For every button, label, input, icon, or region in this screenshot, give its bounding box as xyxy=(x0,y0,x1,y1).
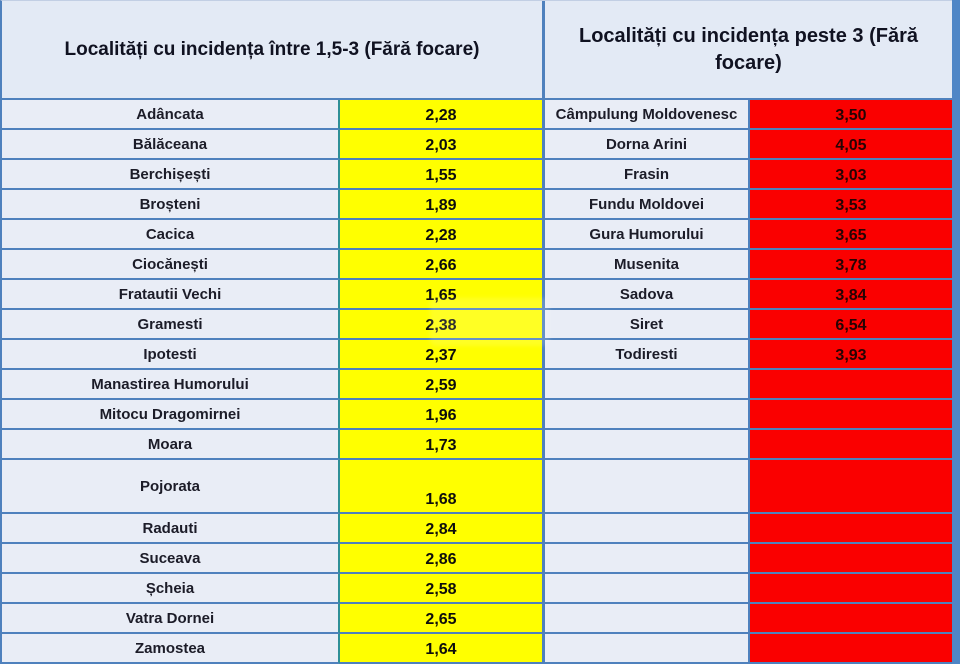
locality-name-cell: Ipotesti xyxy=(2,340,340,370)
incidence-value-cell: 3,93 xyxy=(750,340,952,370)
locality-name-cell xyxy=(545,604,750,634)
locality-name-cell xyxy=(545,574,750,604)
incidence-value-cell: 3,53 xyxy=(750,190,952,220)
incidence-value-cell: 3,50 xyxy=(750,100,952,130)
locality-name-cell: Fratautii Vechi xyxy=(2,280,340,310)
incidence-value-cell: 4,05 xyxy=(750,130,952,160)
locality-name-cell: Mitocu Dragomirnei xyxy=(2,400,340,430)
locality-name-cell: Gura Humorului xyxy=(545,220,750,250)
incidence-value-cell xyxy=(750,514,952,544)
locality-name-cell: Radauti xyxy=(2,514,340,544)
incidence-value-cell xyxy=(750,574,952,604)
locality-name-cell: Berchișești xyxy=(2,160,340,190)
locality-name-cell: Adâncata xyxy=(2,100,340,130)
incidence-value-cell: 1,55 xyxy=(340,160,545,190)
incidence-value-cell xyxy=(750,634,952,664)
incidence-value-cell xyxy=(750,604,952,634)
locality-name-cell: Siret xyxy=(545,310,750,340)
locality-name-cell: Vatra Dornei xyxy=(2,604,340,634)
locality-name-cell xyxy=(545,400,750,430)
locality-name-cell xyxy=(545,370,750,400)
incidence-value-cell xyxy=(750,460,952,514)
table-headers: Localități cu incidența între 1,5-3 (Făr… xyxy=(0,0,952,100)
incidence-value-cell: 2,58 xyxy=(340,574,545,604)
incidence-value-cell xyxy=(750,430,952,460)
incidence-value-cell: 2,86 xyxy=(340,544,545,574)
incidence-value-cell: 2,37 xyxy=(340,340,545,370)
right-table-header: Localități cu incidența peste 3 (Fără fo… xyxy=(545,1,952,100)
incidence-value-cell: 2,65 xyxy=(340,604,545,634)
incidence-value-cell: 1,65 xyxy=(340,280,545,310)
table-body: Adâncata 2,28 Câmpulung Moldovenesc 3,50… xyxy=(0,100,952,664)
locality-name-cell: Fundu Moldovei xyxy=(545,190,750,220)
incidence-value-cell: 1,73 xyxy=(340,430,545,460)
incidence-value-cell xyxy=(750,544,952,574)
incidence-value-cell: 6,54 xyxy=(750,310,952,340)
locality-name-cell: Bălăceana xyxy=(2,130,340,160)
locality-name-cell: Sadova xyxy=(545,280,750,310)
locality-name-cell: Musenita xyxy=(545,250,750,280)
right-edge-strip xyxy=(952,0,960,664)
locality-name-cell: Dorna Arini xyxy=(545,130,750,160)
locality-name-cell: Ciocănești xyxy=(2,250,340,280)
incidence-value-cell: 2,66 xyxy=(340,250,545,280)
locality-name-cell: Gramesti xyxy=(2,310,340,340)
locality-name-cell xyxy=(545,460,750,514)
incidence-value-cell: 2,38 xyxy=(340,310,545,340)
locality-name-cell: Manastirea Humorului xyxy=(2,370,340,400)
locality-name-cell: Pojorata xyxy=(2,460,340,514)
locality-name-cell xyxy=(545,514,750,544)
locality-name-cell: Moara xyxy=(2,430,340,460)
incidence-value-cell: 3,84 xyxy=(750,280,952,310)
incidence-value-cell xyxy=(750,400,952,430)
locality-name-cell xyxy=(545,544,750,574)
incidence-value-cell: 1,96 xyxy=(340,400,545,430)
incidence-value-cell: 1,64 xyxy=(340,634,545,664)
locality-name-cell: Șcheia xyxy=(2,574,340,604)
locality-name-cell: Broșteni xyxy=(2,190,340,220)
locality-name-cell xyxy=(545,430,750,460)
locality-name-cell: Suceava xyxy=(2,544,340,574)
incidence-value-cell: 3,78 xyxy=(750,250,952,280)
incidence-value-cell: 1,68 xyxy=(340,460,545,514)
incidence-value-cell: 3,03 xyxy=(750,160,952,190)
incidence-value-cell: 2,84 xyxy=(340,514,545,544)
locality-name-cell: Cacica xyxy=(2,220,340,250)
locality-name-cell xyxy=(545,634,750,664)
incidence-value-cell: 2,59 xyxy=(340,370,545,400)
locality-name-cell: Frasin xyxy=(545,160,750,190)
incidence-value-cell xyxy=(750,370,952,400)
incidence-value-cell: 1,89 xyxy=(340,190,545,220)
left-table-header: Localități cu incidența între 1,5-3 (Făr… xyxy=(2,1,545,100)
locality-name-cell: Câmpulung Moldovenesc xyxy=(545,100,750,130)
locality-name-cell: Todiresti xyxy=(545,340,750,370)
incidence-value-cell: 2,03 xyxy=(340,130,545,160)
incidence-value-cell: 3,65 xyxy=(750,220,952,250)
incidence-value-cell: 2,28 xyxy=(340,220,545,250)
incidence-value-cell: 2,28 xyxy=(340,100,545,130)
locality-name-cell: Zamostea xyxy=(2,634,340,664)
